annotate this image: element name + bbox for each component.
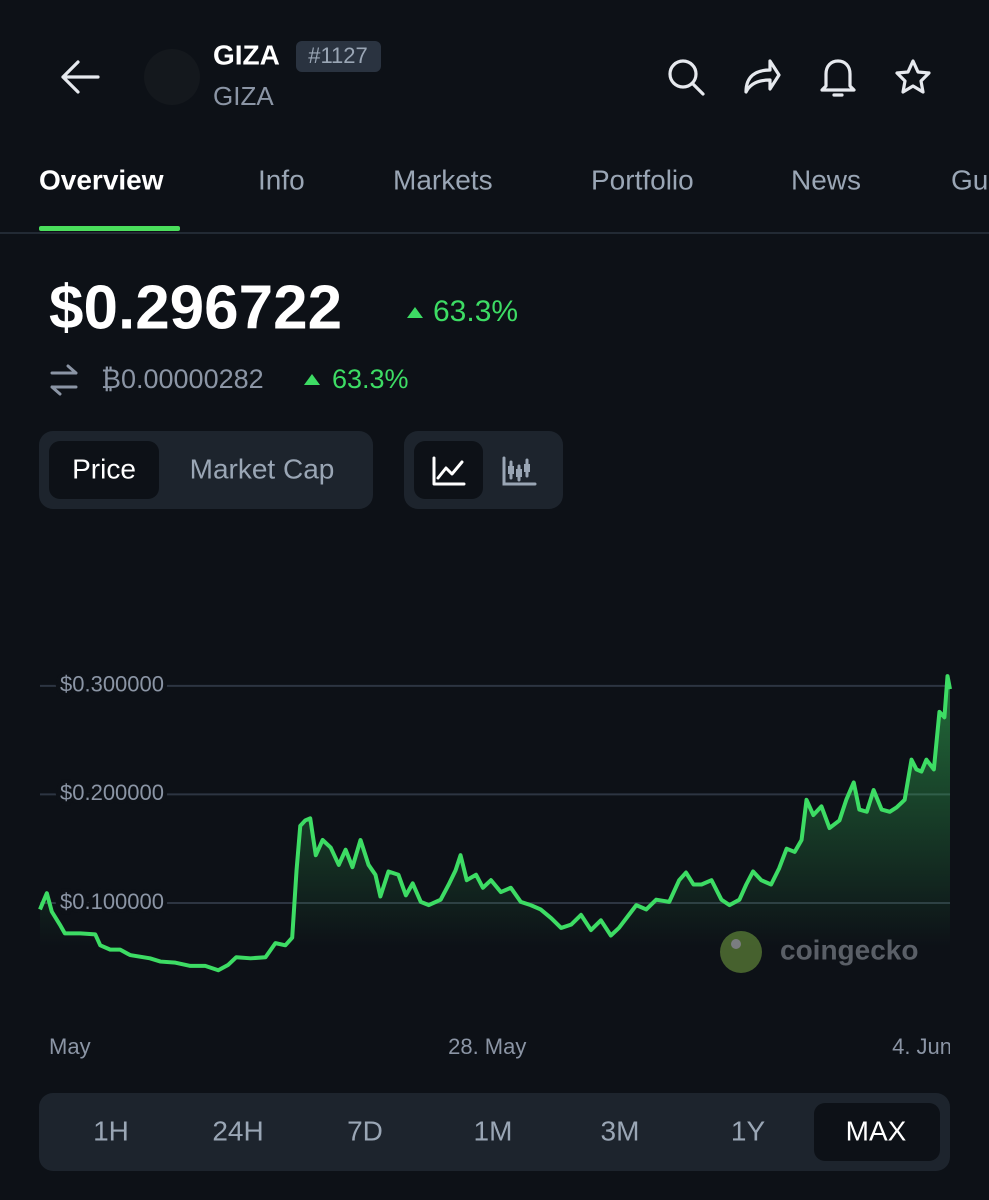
coin-logo — [144, 49, 200, 105]
tab[interactable]: Info — [258, 164, 305, 195]
search-button[interactable] — [668, 59, 705, 96]
price-usd: $0.296722 — [49, 273, 342, 342]
candle-chart-button[interactable] — [502, 456, 537, 486]
range-option[interactable]: 3M — [601, 1115, 640, 1146]
x-tick-label: May — [49, 1034, 91, 1059]
watermark-logo-eye — [731, 939, 741, 949]
y-tick-label: $0.100000 — [60, 889, 164, 914]
range-option[interactable]: 1Y — [731, 1115, 766, 1146]
range-option[interactable]: 1H — [93, 1115, 129, 1146]
alert-button[interactable] — [820, 59, 856, 97]
range-option[interactable]: 24H — [212, 1115, 263, 1146]
watermark-logo — [720, 931, 762, 973]
favorite-button[interactable] — [895, 59, 931, 94]
active-tab-indicator — [39, 226, 180, 231]
x-tick-label: 28. May — [448, 1034, 526, 1059]
metric-selected — [49, 441, 159, 499]
toggle-price[interactable]: Price — [72, 453, 136, 484]
tab[interactable]: News — [791, 164, 861, 195]
price-change-btc: 63.3% — [332, 364, 409, 394]
divider — [0, 232, 989, 234]
y-tick-label: $0.200000 — [60, 780, 164, 805]
tab[interactable]: Markets — [393, 164, 493, 195]
rank-badge — [296, 41, 381, 72]
back-button[interactable] — [61, 60, 100, 94]
toggle-market-cap[interactable]: Market Cap — [190, 453, 335, 484]
area-fill — [40, 676, 950, 1012]
x-tick-label: 4. Jun — [892, 1034, 952, 1059]
price-btc: ₿0.00000282 — [101, 364, 264, 394]
tab-bar: Overview Info Markets Portfolio News Guides — [39, 164, 989, 195]
tab[interactable]: Overview — [39, 164, 164, 195]
price-change-usd: 63.3% — [433, 295, 518, 328]
convert-icon — [50, 364, 78, 396]
price-chart: $0.100000 $0.200000 $0.300000 May 28. May 4. … — [38, 668, 952, 1059]
range-option[interactable]: MAX — [846, 1115, 907, 1146]
watermark: coingecko — [720, 931, 918, 973]
coin-rank: #1127 — [308, 43, 368, 68]
range-options: 1H 24H 7D 1M 3M 1Y MAX — [93, 1115, 907, 1146]
y-tick-label: $0.300000 — [60, 672, 164, 697]
share-button[interactable] — [744, 59, 781, 94]
x-axis: May 28. May 4. Jun — [49, 1034, 952, 1059]
price-line — [38, 674, 952, 973]
coin-name: GIZA — [213, 81, 274, 111]
range-selected — [814, 1103, 940, 1161]
coin-symbol: GIZA — [213, 39, 280, 70]
range-option[interactable]: 1M — [474, 1115, 513, 1146]
up-arrow — [407, 307, 423, 318]
watermark-text: coingecko — [780, 934, 918, 965]
tab[interactable]: Portfolio — [591, 164, 694, 195]
tab[interactable]: Guides — [951, 164, 989, 195]
range-option[interactable]: 7D — [347, 1115, 383, 1146]
up-arrow — [304, 374, 320, 385]
line-chart-button[interactable] — [432, 456, 466, 486]
range-selector — [39, 1093, 950, 1171]
